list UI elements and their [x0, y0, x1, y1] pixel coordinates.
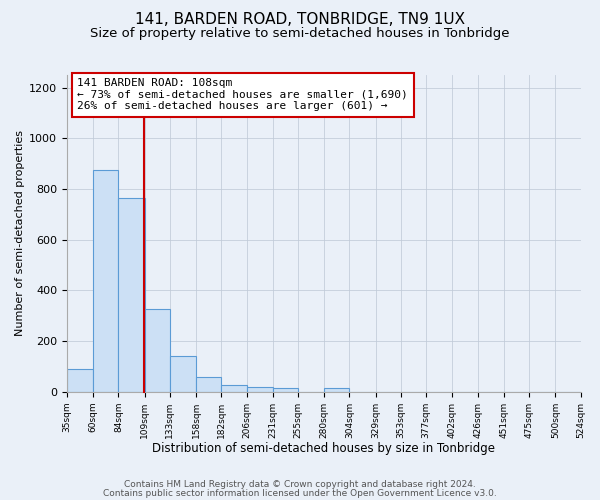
Text: Contains HM Land Registry data © Crown copyright and database right 2024.: Contains HM Land Registry data © Crown c… [124, 480, 476, 489]
Y-axis label: Number of semi-detached properties: Number of semi-detached properties [15, 130, 25, 336]
Bar [324, 388, 349, 392]
Text: 141, BARDEN ROAD, TONBRIDGE, TN9 1UX: 141, BARDEN ROAD, TONBRIDGE, TN9 1UX [135, 12, 465, 28]
Text: 141 BARDEN ROAD: 108sqm
← 73% of semi-detached houses are smaller (1,690)
26% of: 141 BARDEN ROAD: 108sqm ← 73% of semi-de… [77, 78, 408, 112]
Text: Contains public sector information licensed under the Open Government Licence v3: Contains public sector information licen… [103, 488, 497, 498]
Bar [67, 370, 93, 392]
Bar [221, 386, 247, 392]
Bar [196, 378, 221, 392]
Text: Size of property relative to semi-detached houses in Tonbridge: Size of property relative to semi-detach… [90, 28, 510, 40]
Bar [273, 388, 298, 392]
Bar [93, 170, 118, 392]
Bar [247, 387, 273, 392]
Bar [118, 198, 145, 392]
Bar [170, 356, 196, 392]
Bar [145, 309, 170, 392]
X-axis label: Distribution of semi-detached houses by size in Tonbridge: Distribution of semi-detached houses by … [152, 442, 495, 455]
